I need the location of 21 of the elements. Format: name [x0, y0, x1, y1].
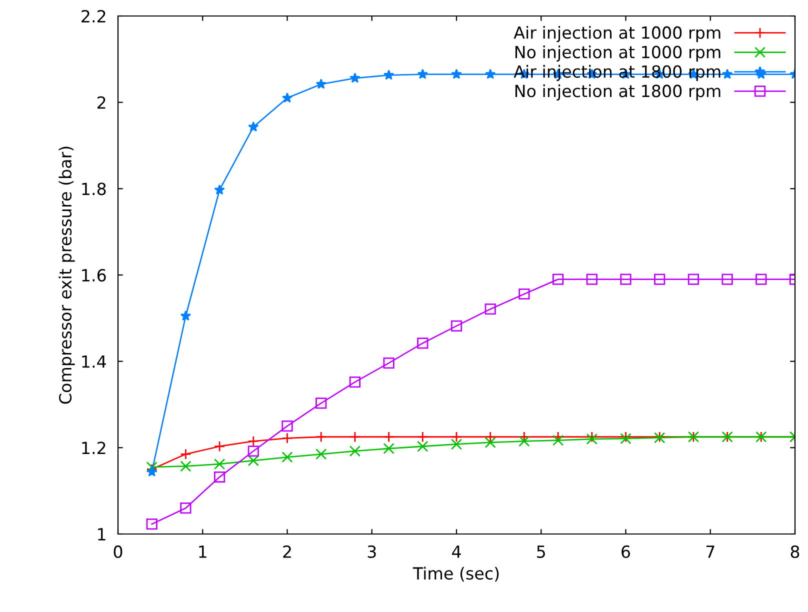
x-axis-title: Time (sec) — [412, 566, 499, 582]
y-tick-label: 1.4 — [82, 356, 106, 368]
x-tick-label: 3 — [368, 545, 376, 558]
y-tick-label: 1 — [98, 528, 106, 540]
y-axis-title: Compressor exit pressure (bar) — [58, 146, 75, 404]
legend-label: Air injection at 1000 rpm — [514, 26, 720, 42]
y-tick-label: 1.2 — [82, 442, 106, 454]
x-tick-label: 1 — [199, 546, 206, 558]
x-tick-label: 2 — [283, 545, 291, 558]
x-tick-label: 8 — [790, 545, 800, 558]
x-tick-label: 4 — [452, 546, 461, 558]
y-tick-label: 1.8 — [82, 182, 106, 196]
x-tick-label: 5 — [537, 546, 545, 558]
x-tick-label: 0 — [114, 545, 122, 558]
y-tick-label: 2.2 — [82, 10, 106, 22]
x-tick-label: 6 — [622, 545, 630, 558]
legend-label: No injection at 1000 rpm — [515, 45, 720, 62]
y-tick-label: 1.6 — [82, 268, 106, 282]
legend-label: No injection at 1800 rpm — [515, 84, 720, 101]
x-tick-label: 7 — [706, 546, 714, 558]
y-tick-label: 2 — [98, 96, 106, 109]
